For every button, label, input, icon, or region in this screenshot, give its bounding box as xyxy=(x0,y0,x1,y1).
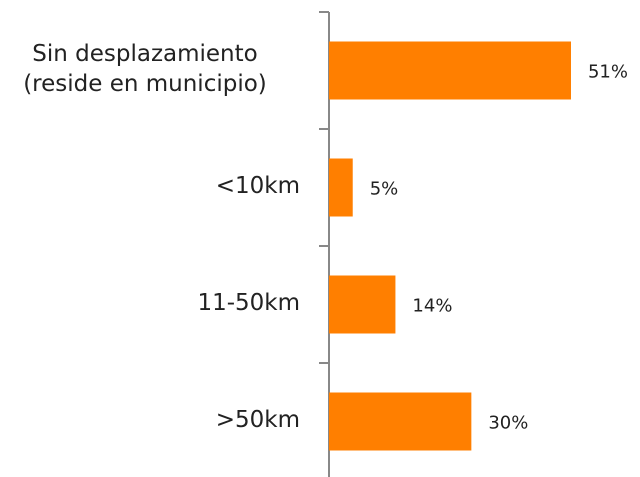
value-label: 51% xyxy=(588,62,628,83)
value-label: 5% xyxy=(370,179,399,200)
bar xyxy=(329,41,571,100)
category-label: 11-50km xyxy=(197,289,300,316)
category-label: >50km xyxy=(215,406,300,433)
bar xyxy=(329,158,353,217)
bar xyxy=(329,275,396,334)
category-label: Sin desplazamiento (reside en municipio) xyxy=(23,40,267,97)
value-label: 30% xyxy=(488,413,528,434)
value-label: 14% xyxy=(412,296,452,317)
category-label: <10km xyxy=(215,172,300,199)
bar xyxy=(329,392,472,451)
